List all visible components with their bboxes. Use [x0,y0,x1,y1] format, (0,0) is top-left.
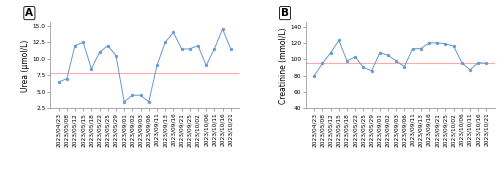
Text: B: B [281,8,289,18]
Y-axis label: Urea (μmol/L): Urea (μmol/L) [21,39,30,92]
Text: A: A [26,8,34,18]
Y-axis label: Creatinine (mmol/L): Creatinine (mmol/L) [278,27,287,104]
